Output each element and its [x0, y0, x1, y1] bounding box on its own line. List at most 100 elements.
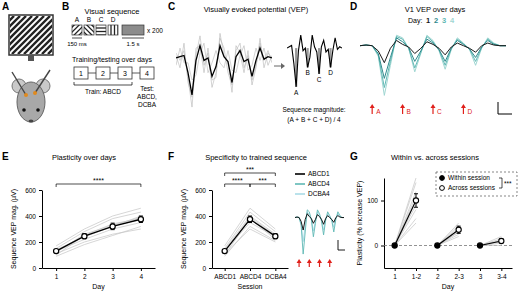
tick: 200 [195, 239, 212, 246]
plot-area [54, 208, 144, 256]
arrow-head [400, 104, 405, 108]
stimulus-arrow [432, 107, 433, 114]
tick-mark [395, 268, 396, 271]
tick: 0 [202, 265, 212, 272]
mean-point [54, 249, 59, 254]
tick-mark [56, 268, 57, 271]
tick: DCBA4 [265, 268, 287, 280]
subject-line [480, 237, 501, 246]
subject-line [56, 229, 141, 254]
point [477, 243, 482, 248]
subject-line [225, 223, 276, 252]
tick-label: 1 [393, 273, 397, 280]
subject-line [395, 178, 416, 246]
tick: 1-2 [412, 268, 422, 280]
axis-title: Plasticity (% increase VEP) [356, 181, 364, 266]
tick-mark [209, 268, 212, 269]
figure: ABCDEFGVisual sequenceABCD150 ms1.5 sx 2… [0, 0, 520, 294]
legend-title: Day: [408, 17, 422, 25]
subject-line [437, 228, 458, 246]
tick: 2-3 [454, 268, 464, 280]
tick-label: 3 [111, 273, 115, 280]
tick-label: 600 [195, 187, 206, 194]
subject-line [395, 183, 416, 246]
legend-entry: ABCD4 [308, 180, 330, 187]
stimulus [307, 259, 312, 267]
mean-line [395, 201, 416, 246]
day-box [140, 67, 154, 79]
y-axis: 0 200 400 600 [195, 187, 212, 272]
tick-mark [39, 190, 42, 191]
grating-stripe [36, 16, 52, 54]
element-grating [96, 25, 106, 35]
tick-label: 400 [195, 213, 206, 220]
error-bar [248, 216, 252, 223]
subject-line [225, 208, 276, 246]
chart-title: Visually evoked potential (VEP) [204, 5, 309, 14]
chart-title: Plasticity over days [52, 153, 116, 162]
test-label: Test: [140, 85, 154, 92]
tick-label: 0 [32, 265, 36, 272]
mean-point [82, 234, 87, 239]
point [392, 243, 397, 248]
duration-bracket [72, 38, 82, 39]
electrode-site [33, 91, 37, 95]
legend-entry: 3 [442, 16, 446, 25]
stimulus [317, 259, 322, 267]
tick-label: DCBA4 [265, 273, 287, 280]
element-frame [84, 25, 94, 35]
subject-line [437, 230, 458, 246]
day-box [74, 67, 88, 79]
axis-line [43, 268, 156, 269]
mean-point [222, 249, 227, 254]
significance-label: *** [246, 166, 254, 173]
y-axis: 0200400600 [25, 187, 42, 272]
mouse-eye [22, 108, 26, 112]
subject-line [395, 223, 416, 246]
axis-title: Sequence VEP mag. (µV) [180, 189, 188, 269]
element-label: A [75, 16, 80, 23]
chart-title: Within vs. across sessions [391, 153, 479, 162]
plot-area [176, 33, 272, 107]
plot-area [360, 35, 506, 95]
significance-label: **** [232, 177, 243, 184]
tick-label: 1 [55, 273, 59, 280]
stimulus-arrow [463, 107, 464, 114]
x-axis: 1 2 3 4 [43, 268, 156, 280]
tick-label: ABCD1 [214, 273, 236, 280]
tick: 3 [111, 268, 115, 280]
mean-point [247, 217, 252, 222]
day-label: 3 [123, 70, 127, 77]
tick-mark [275, 268, 276, 271]
tick: 400 [25, 213, 42, 220]
tick: 4 [140, 268, 144, 280]
tick: 1 [393, 268, 397, 280]
element-box [108, 25, 118, 35]
point [456, 227, 461, 232]
tick-label: 2-3 [454, 273, 464, 280]
test-label: DCBA [138, 101, 157, 108]
element-box [96, 25, 106, 35]
tick-label: 4 [140, 273, 144, 280]
mean-point [273, 234, 278, 239]
significance-bracket [56, 184, 141, 187]
significance-bracket [225, 173, 276, 176]
tick-mark [416, 268, 417, 271]
duration-label: 150 ms [67, 41, 87, 47]
mean-point [138, 217, 143, 222]
point [499, 238, 504, 243]
tick-label: 0 [374, 242, 378, 249]
tick-label: 2 [83, 273, 87, 280]
tick-mark [381, 246, 384, 247]
tick-label: 3-4 [497, 273, 507, 280]
plot-area [222, 208, 278, 256]
panel-label: G [350, 151, 358, 162]
monitor-stand [28, 55, 34, 61]
grating-stripe [73, 26, 82, 35]
element-grating [72, 25, 82, 35]
subject-line [395, 192, 416, 246]
legend-entry: 1 [426, 16, 430, 25]
repeat-label: x 200 [147, 27, 163, 34]
subject-line [56, 217, 141, 252]
legend-swatch [295, 193, 305, 195]
